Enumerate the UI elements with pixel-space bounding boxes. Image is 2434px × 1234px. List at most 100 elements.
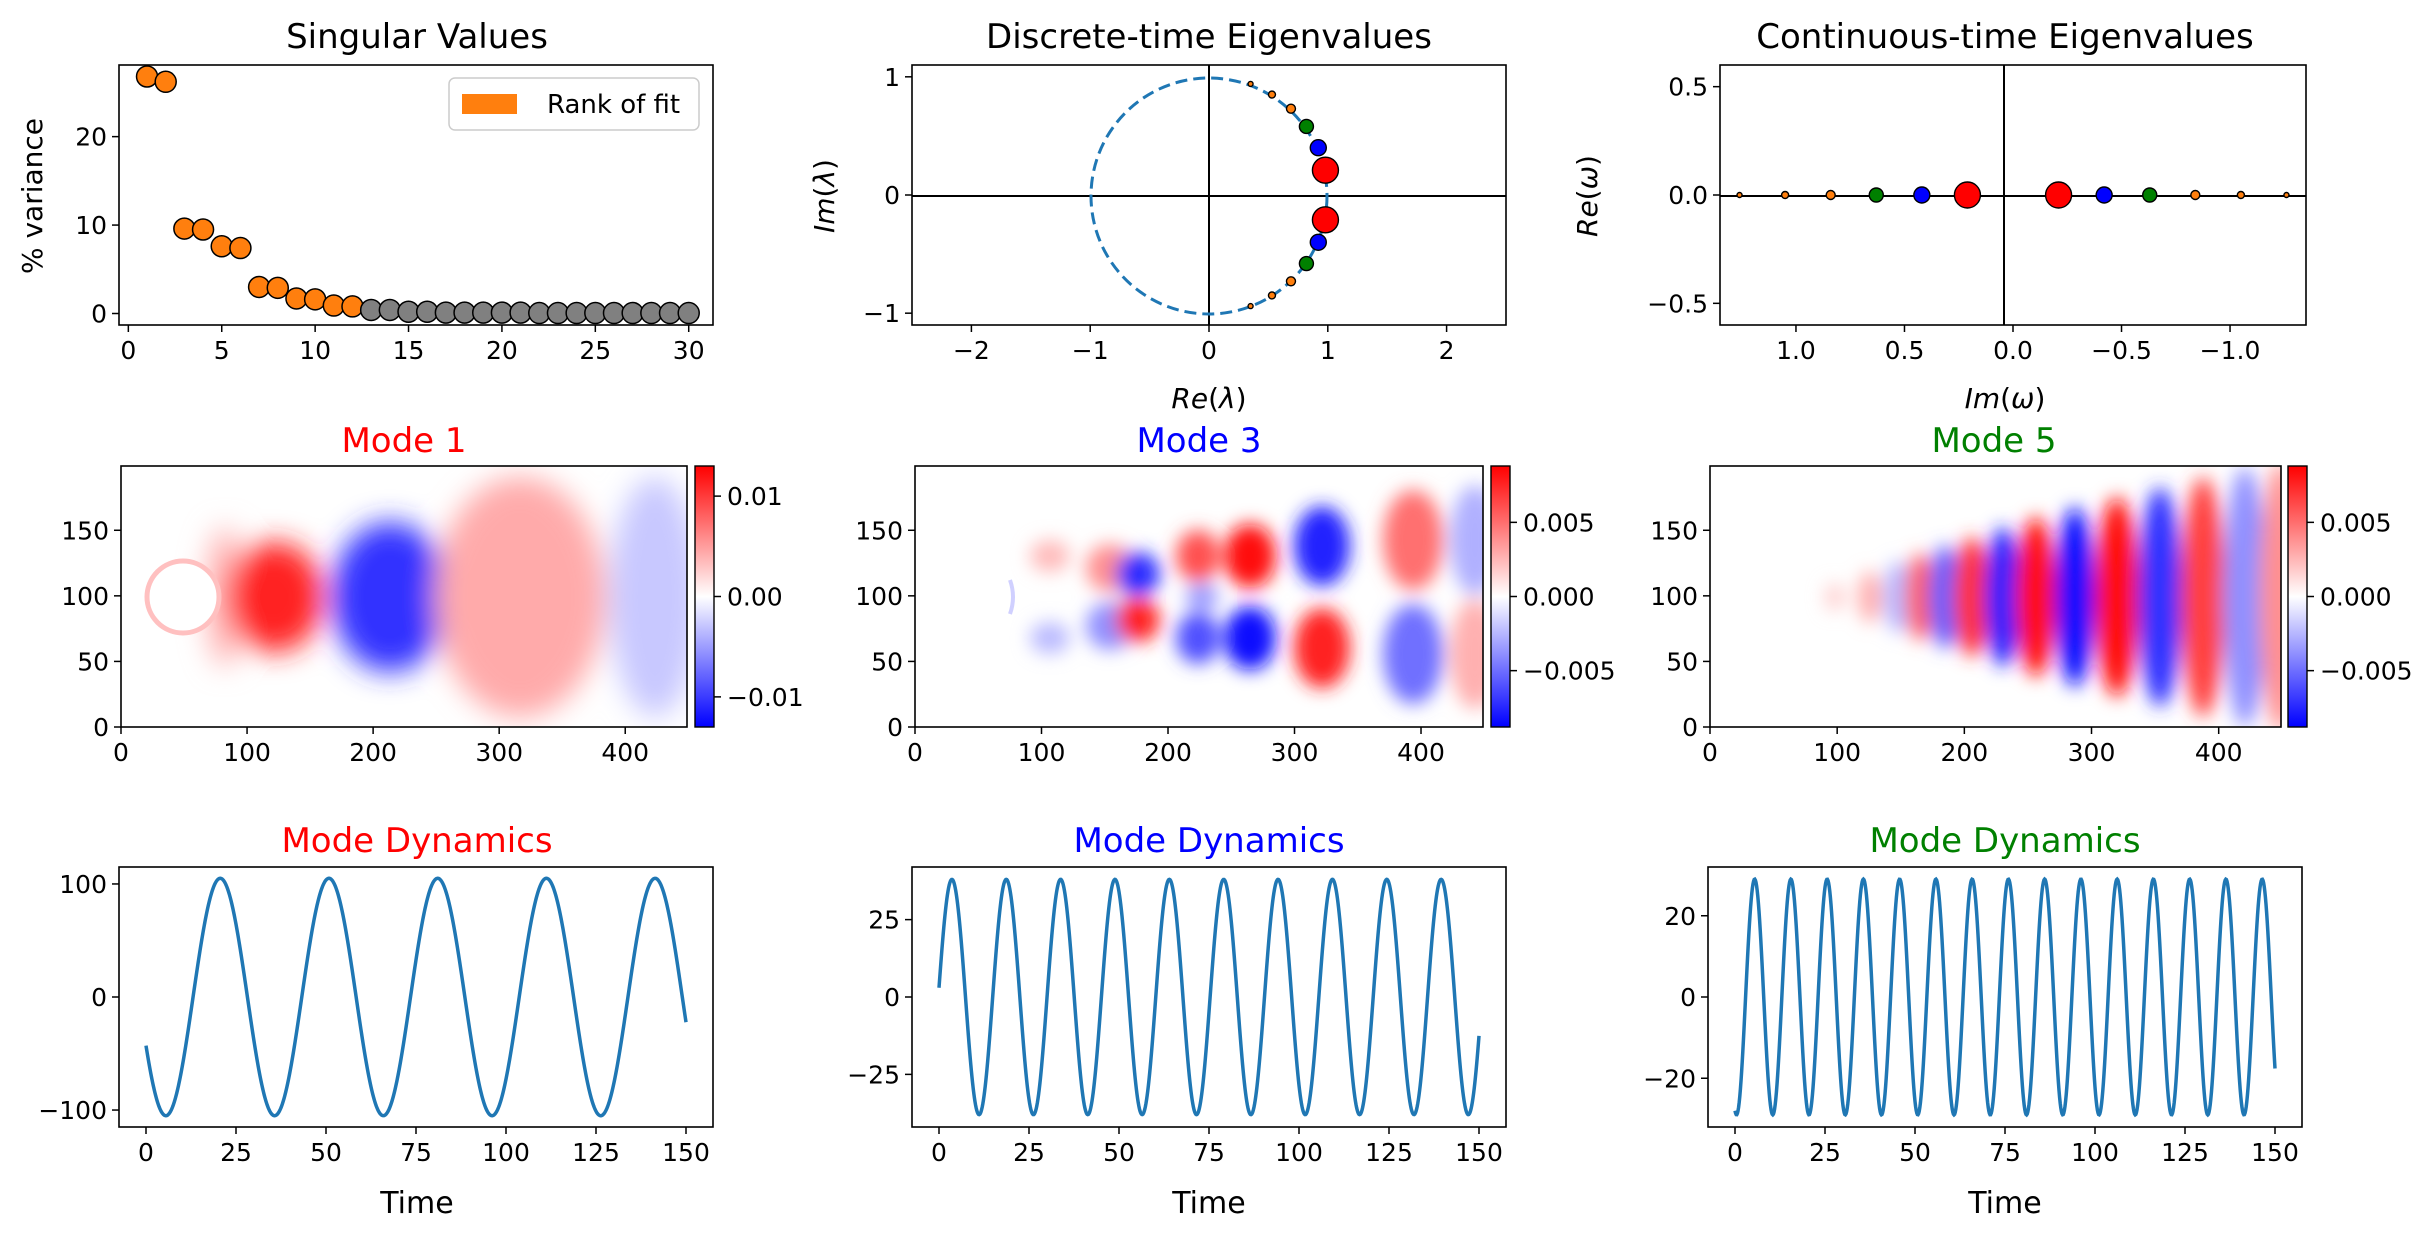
singular-value-point [658, 301, 682, 325]
mode3-ytick-label: 50 [871, 647, 903, 676]
dyn5-xtick-label: 150 [2251, 1138, 2299, 1167]
singular-value-point [584, 301, 607, 325]
dyn5-xtick-label: 75 [1989, 1138, 2021, 1167]
dyn1-xtick-label: 50 [310, 1138, 342, 1167]
dyn1-axes-frame [118, 866, 714, 1128]
ce-xtick-label: 0.5 [1885, 336, 1925, 365]
sv-xtick-label: 0 [120, 336, 136, 365]
mode1-cylinder [149, 563, 217, 631]
mode3-field [915, 466, 1483, 727]
mode5-colorbar [2287, 465, 2308, 728]
dyn5-xlabel: Time [1967, 1186, 2041, 1221]
mode5-panel: Mode 5 0 100 200 300 400 0 50 100 150 [1650, 421, 2412, 767]
mode5-xtick-label: 400 [2195, 738, 2243, 767]
dyn5-xtick-label: 25 [1809, 1138, 1841, 1167]
mode3-cylinder [943, 563, 1011, 631]
discrete-eigenvalue-point [1285, 103, 1297, 114]
discrete-eigs-ticks: −2 −1 0 1 2 −1 0 1 [863, 63, 1454, 365]
dyn5-ytick-label: 20 [1664, 902, 1696, 931]
discrete-eigenvalue-point [1298, 255, 1315, 272]
mode5-xtick-label: 100 [1813, 738, 1861, 767]
singular-value-point [546, 301, 570, 325]
dyn5-panel: Mode Dynamics Time 0 25 50 75 100 125 150 −20 0 2… [1643, 821, 2303, 1221]
continuous-eigenvalue-point [1825, 189, 1836, 201]
ce-xtick-label: −1.0 [2200, 336, 2261, 365]
discrete-eigs-title: Discrete-time Eigenvalues [986, 17, 1432, 57]
discrete-eigs-panel: Discrete-time Eigenvalues Re(λ) Im(λ) −2… [808, 17, 1507, 415]
mode3-colorbar-tick-label: 0.000 [1523, 583, 1595, 612]
dyn3-xlabel: Time [1171, 1186, 1245, 1221]
mode1-ticks: 0 100 200 300 400 0 50 100 150 [61, 516, 649, 767]
continuous-eigs-xlabel: Im(ω) [1965, 382, 2046, 415]
continuous-eigenvalue-point [1913, 186, 1931, 204]
mode1-axes-frame [120, 465, 688, 728]
continuous-eigenvalue-point [1953, 181, 1982, 209]
unit-circle [1089, 76, 1329, 316]
mode1-xtick-label: 200 [349, 738, 397, 767]
mode5-ytick-label: 100 [1650, 582, 1698, 611]
continuous-eigenvalue-point [2190, 189, 2201, 201]
discrete-eigenvalue-point [1298, 118, 1315, 135]
mode3-xtick-label: 400 [1397, 738, 1445, 767]
mode1-xtick-label: 0 [113, 738, 129, 767]
dyn3-ytick-label: −25 [847, 1060, 900, 1089]
singular-value-point [677, 301, 700, 325]
dyn5-xtick-label: 50 [1899, 1138, 1931, 1167]
singular-value-point [471, 301, 495, 324]
dyn1-xlabel: Time [379, 1186, 453, 1221]
singular-value-point [397, 300, 420, 323]
continuous-eigs-panel: Continuous-time Eigenvalues Im(ω) Re(ω) … [1571, 17, 2307, 415]
dyn3-title: Mode Dynamics [1073, 821, 1344, 861]
dyn3-xtick-label: 125 [1365, 1138, 1413, 1167]
dyn1-xtick-label: 25 [220, 1138, 252, 1167]
discrete-eigenvalue-point [1309, 233, 1327, 251]
continuous-eigs-ylabel: Re(ω) [1571, 155, 1604, 237]
dyn3-xtick-label: 25 [1013, 1138, 1045, 1167]
ce-ytick-label: 0.0 [1668, 181, 1708, 210]
singular-value-point [640, 301, 663, 325]
dyn1-title: Mode Dynamics [281, 821, 552, 861]
singular-value-point [135, 65, 159, 88]
mode3-ticks: 0 100 200 300 400 0 50 100 150 [855, 516, 1445, 767]
dyn5-ytick-label: −20 [1643, 1064, 1696, 1093]
mode3-ytick-label: 100 [855, 582, 903, 611]
sv-ytick-label: 10 [75, 211, 107, 240]
mode3-axes-frame [914, 465, 1484, 728]
mode5-colorbar-tick-label: −0.005 [2320, 657, 2413, 686]
dyn3-xtick-label: 50 [1103, 1138, 1135, 1167]
dyn5-title: Mode Dynamics [1869, 821, 2140, 861]
mode1-panel: Mode 1 0 100 200 300 400 0 50 100 150 −0.01 0.00 0… [61, 421, 803, 767]
singular-value-point [191, 218, 215, 241]
singular-value-point [434, 301, 458, 324]
singular-value-point [173, 217, 196, 240]
mode5-ytick-label: 0 [1682, 713, 1698, 742]
continuous-eigenvalue-point [2236, 190, 2246, 200]
sv-ytick-label: 0 [91, 300, 107, 329]
ce-xtick-label: 0.0 [1993, 336, 2033, 365]
dyn5-ytick-label: 0 [1680, 983, 1696, 1012]
dyn5-xtick-label: 125 [2161, 1138, 2209, 1167]
singular-values-title: Singular Values [286, 17, 548, 57]
singular-value-point [565, 301, 588, 325]
sv-xtick-label: 25 [579, 336, 611, 365]
singular-values-ylabel: % variance [16, 118, 49, 274]
mode3-xtick-label: 300 [1271, 738, 1319, 767]
sv-ytick-label: 20 [75, 123, 107, 152]
de-xtick-label: 1 [1320, 336, 1336, 365]
sv-xtick-label: 20 [486, 336, 518, 365]
ce-xtick-label: −0.5 [2091, 336, 2152, 365]
continuous-eigenvalue-point [2283, 191, 2290, 199]
mode1-colorbar-tick-label: 0.00 [727, 583, 783, 612]
dyn5-xtick-label: 0 [1727, 1138, 1743, 1167]
continuous-eigenvalue-point [2095, 186, 2113, 204]
ce-xtick-label: 1.0 [1776, 336, 1816, 365]
singular-value-point [247, 275, 271, 299]
singular-values-ticks: 0 5 10 15 20 25 30 0 10 20 [75, 123, 704, 365]
mode5-xtick-label: 200 [1940, 738, 1988, 767]
discrete-eigs-xlabel: Re(λ) [1171, 382, 1246, 415]
dyn1-xtick-label: 150 [662, 1138, 710, 1167]
dyn3-xtick-label: 100 [1275, 1138, 1323, 1167]
sv-xtick-label: 15 [393, 336, 425, 365]
singular-value-point [490, 301, 514, 324]
dyn1-ytick-label: −100 [38, 1096, 107, 1125]
